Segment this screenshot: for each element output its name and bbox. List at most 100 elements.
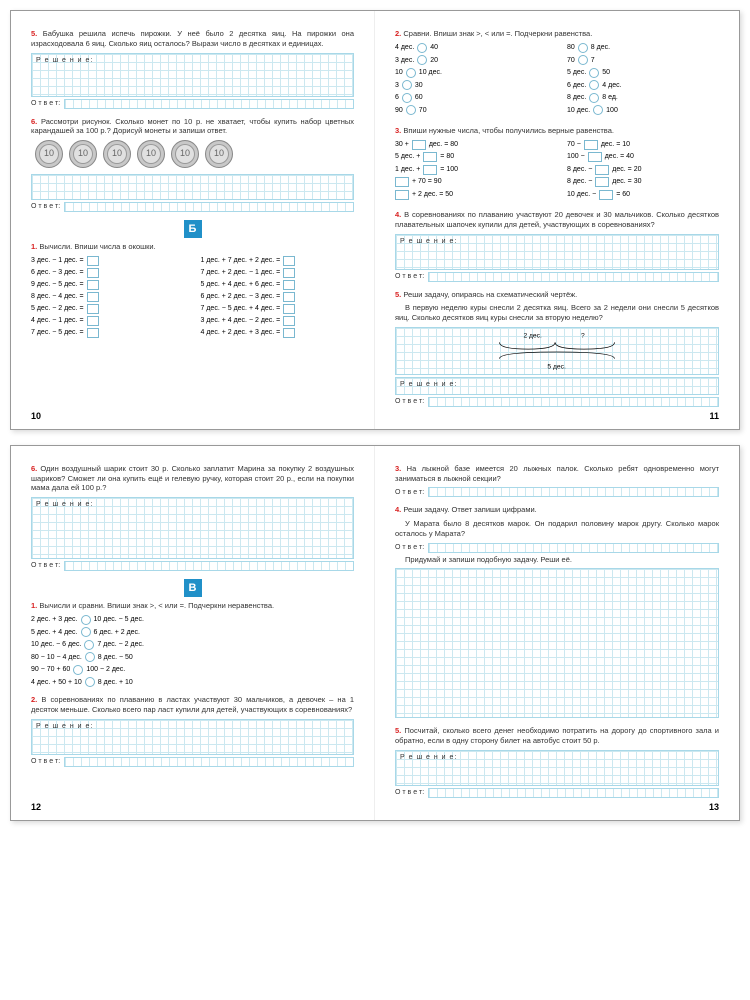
solution-grid[interactable]: Р е ш е н и е: [395, 377, 719, 395]
answer-box[interactable] [87, 280, 99, 290]
solution-label: Р е ш е н и е: [396, 235, 718, 248]
compare-circle[interactable] [406, 105, 416, 115]
fill-box[interactable] [599, 190, 613, 200]
compare-circle[interactable] [85, 677, 95, 687]
answer-box[interactable] [283, 256, 295, 266]
equation-row: + 2 дес. = 50 [395, 190, 547, 200]
cmp-left: 90 − 70 + 60 [31, 665, 70, 674]
answer-row: О т в е т: [395, 788, 719, 798]
answer-grid[interactable] [64, 99, 354, 109]
compare-circle[interactable] [84, 640, 94, 650]
fill-box[interactable] [588, 152, 602, 162]
task-text: 5. Бабушка решила испечь пирожки. У неё … [31, 29, 354, 49]
answer-box[interactable] [283, 328, 295, 338]
equation-row: 5 дес. += 80 [395, 152, 547, 162]
compare-circle[interactable] [417, 55, 427, 65]
compare-circle[interactable] [81, 627, 91, 637]
compare-circle[interactable] [417, 43, 427, 53]
compare-circle[interactable] [402, 80, 412, 90]
answer-grid[interactable] [64, 757, 354, 767]
task-2-compare: 2. Сравни. Впиши знак >, < или =. Подчер… [395, 29, 719, 118]
fill-box[interactable] [595, 177, 609, 187]
calc-row: 4 дес. − 1 дес. = [31, 316, 185, 326]
cmp-left: 3 [395, 81, 399, 90]
calc-row: 4 дес. + 2 дес. + 3 дес. = [201, 328, 355, 338]
fill-box[interactable] [423, 152, 437, 162]
compare-circle[interactable] [589, 93, 599, 103]
task-text: 2. В соревнованиях по плаванию в ластах … [31, 695, 354, 715]
cmp-right: 60 [415, 93, 423, 102]
cmp-left: 70 [567, 56, 575, 65]
compare-circle[interactable] [406, 68, 416, 78]
answer-box[interactable] [87, 292, 99, 302]
answer-box[interactable] [87, 268, 99, 278]
fill-box[interactable] [412, 140, 426, 150]
solution-label: Р е ш е н и е: [396, 751, 718, 764]
answer-box[interactable] [283, 304, 295, 314]
compare-circle[interactable] [589, 68, 599, 78]
task-text: 5. Реши задачу, опираясь на схематически… [395, 290, 719, 300]
compare-circle[interactable] [589, 80, 599, 90]
equation-row: + 70 = 90 [395, 177, 547, 187]
equation-row: 30 +дес. = 80 [395, 140, 547, 150]
cmp-left: 90 [395, 106, 403, 115]
section-b: Б [184, 220, 202, 238]
calc-expr: 6 дес. + 2 дес. − 3 дес. = [201, 292, 281, 301]
compare-circle[interactable] [85, 652, 95, 662]
solution-grid[interactable]: Р е ш е н и е: [31, 497, 354, 559]
cmp-right: 7 [591, 56, 595, 65]
compare-circle[interactable] [73, 665, 83, 675]
fill-box[interactable] [584, 140, 598, 150]
answer-box[interactable] [87, 328, 99, 338]
answer-box[interactable] [87, 304, 99, 314]
compare-row: 5 дес.50 [567, 68, 719, 78]
answer-grid[interactable] [64, 202, 354, 212]
solution-grid[interactable]: Р е ш е н и е: [31, 53, 354, 97]
eq-right: дес. = 20 [612, 165, 641, 174]
task-body: В соревнованиях по плаванию в ластах уча… [31, 695, 354, 714]
solution-label: Р е ш е н и е: [32, 54, 353, 67]
answer-grid[interactable] [428, 272, 719, 282]
answer-box[interactable] [283, 280, 295, 290]
answer-box[interactable] [87, 316, 99, 326]
task-num: 2. [31, 695, 37, 704]
answer-grid[interactable] [428, 487, 719, 497]
solution-grid[interactable]: Р е ш е н и е: [395, 234, 719, 270]
calc-col-right: 1 дес. + 7 дес. + 2 дес. =7 дес. + 2 дес… [201, 256, 355, 340]
work-grid[interactable] [395, 568, 719, 718]
fill-box[interactable] [395, 190, 409, 200]
answer-label: О т в е т: [31, 99, 60, 108]
fill-box[interactable] [595, 165, 609, 175]
work-grid[interactable] [31, 174, 354, 200]
answer-grid[interactable] [64, 561, 354, 571]
solution-grid[interactable]: Р е ш е н и е: [31, 719, 354, 755]
task-body: Впиши нужные числа, чтобы получились вер… [403, 126, 614, 135]
answer-grid[interactable] [428, 788, 719, 798]
answer-box[interactable] [283, 292, 295, 302]
compare-row: 5 дес. + 4 дес.6 дес. + 2 дес. [31, 627, 354, 637]
eq-left: 100 − [567, 152, 585, 161]
compare-row: 70 7 [567, 55, 719, 65]
calc-row: 6 дес. − 3 дес. = [31, 268, 185, 278]
compare-circle[interactable] [81, 615, 91, 625]
compare-circle[interactable] [402, 93, 412, 103]
task-1-compare: 1. Вычисли и сравни. Впиши знак >, < или… [31, 601, 354, 687]
answer-box[interactable] [283, 268, 295, 278]
cmp-right: 4 дес. [602, 81, 621, 90]
answer-box[interactable] [87, 256, 99, 266]
answer-row: О т в е т: [31, 99, 354, 109]
bracket-diagram: 2 дес. ? 5 дес. [396, 328, 718, 374]
compare-circle[interactable] [578, 43, 588, 53]
page-10: 5. Бабушка решила испечь пирожки. У неё … [11, 11, 375, 429]
compare-circle[interactable] [593, 105, 603, 115]
answer-grid[interactable] [428, 543, 719, 553]
equation-row: 1 дес. += 100 [395, 165, 547, 175]
coin-icon: 10 [35, 140, 63, 168]
fill-box[interactable] [395, 177, 409, 187]
fill-box[interactable] [423, 165, 437, 175]
answer-grid[interactable] [428, 397, 719, 407]
compare-row: 330 [395, 80, 547, 90]
answer-box[interactable] [283, 316, 295, 326]
compare-circle[interactable] [578, 55, 588, 65]
solution-grid[interactable]: Р е ш е н и е: [395, 750, 719, 786]
